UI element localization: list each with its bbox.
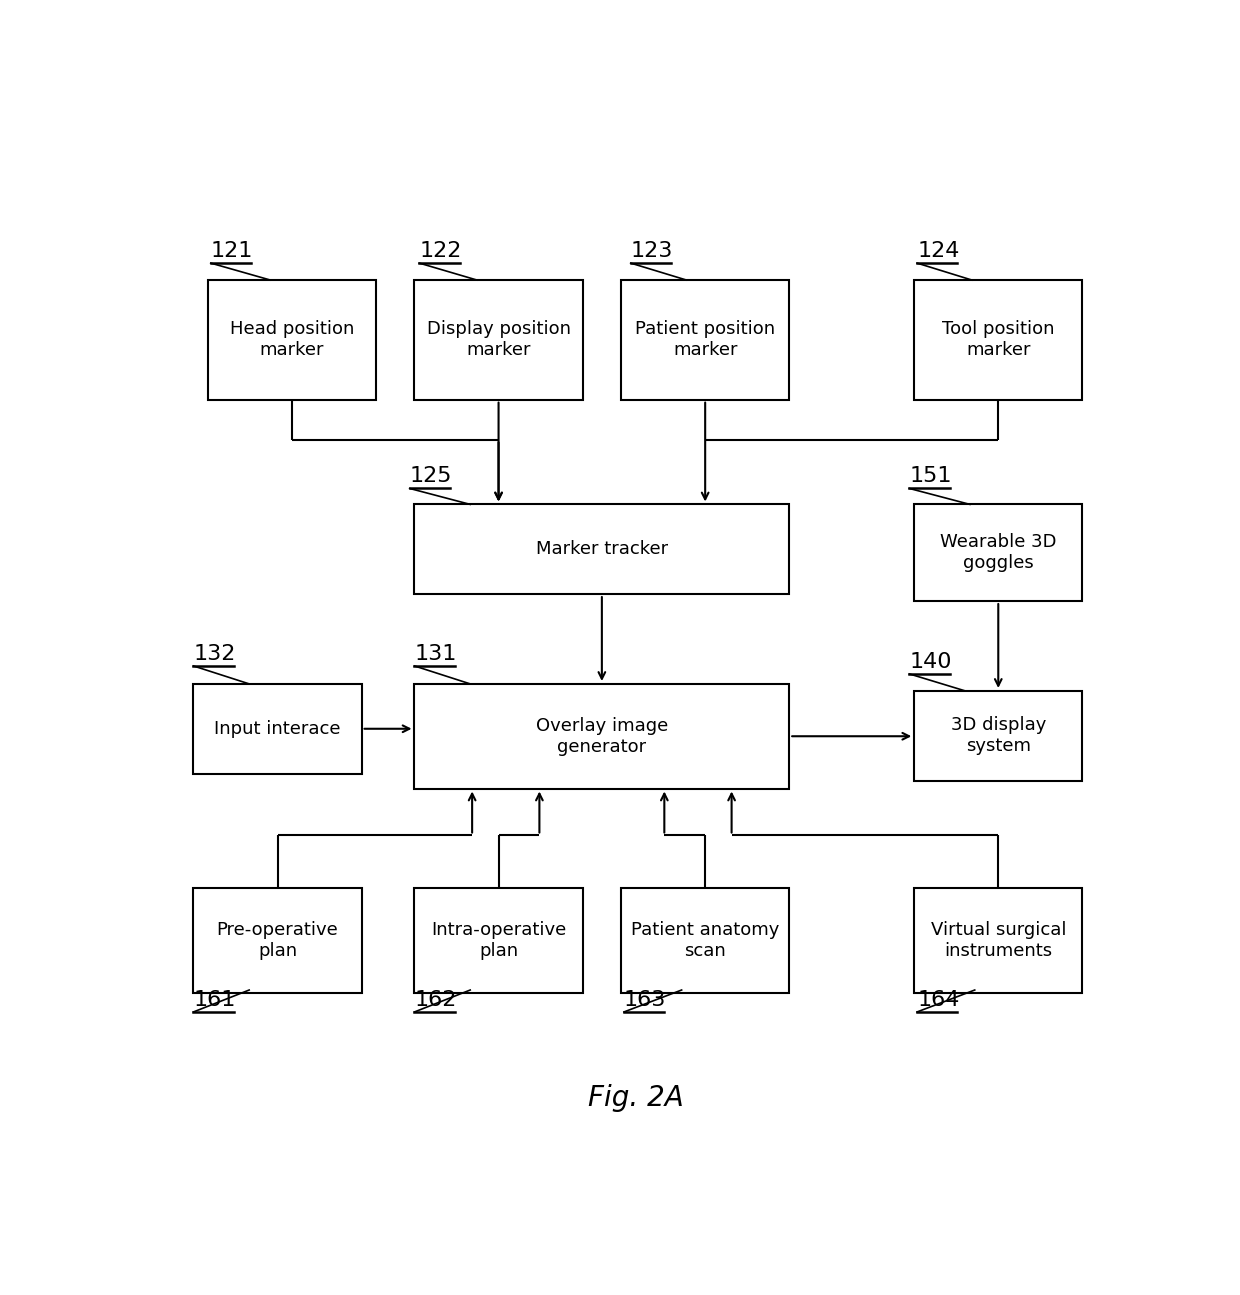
Text: Patient position
marker: Patient position marker <box>635 320 775 359</box>
FancyBboxPatch shape <box>193 684 362 773</box>
Text: 123: 123 <box>631 241 673 262</box>
Text: 122: 122 <box>419 241 461 262</box>
FancyBboxPatch shape <box>414 280 583 400</box>
FancyBboxPatch shape <box>414 505 789 594</box>
FancyBboxPatch shape <box>193 888 362 993</box>
Text: 131: 131 <box>414 644 456 664</box>
Text: Pre-operative
plan: Pre-operative plan <box>217 921 339 960</box>
Text: Display position
marker: Display position marker <box>427 320 570 359</box>
Text: Patient anatomy
scan: Patient anatomy scan <box>631 921 780 960</box>
FancyBboxPatch shape <box>414 888 583 993</box>
Text: 124: 124 <box>918 241 960 262</box>
FancyBboxPatch shape <box>914 505 1083 601</box>
Text: Overlay image
generator: Overlay image generator <box>536 717 668 756</box>
Text: 3D display
system: 3D display system <box>951 716 1047 755</box>
Text: 140: 140 <box>909 651 952 672</box>
FancyBboxPatch shape <box>914 690 1083 781</box>
Text: 121: 121 <box>211 241 253 262</box>
Text: 151: 151 <box>909 466 952 487</box>
FancyBboxPatch shape <box>621 280 789 400</box>
Text: 164: 164 <box>918 989 960 1010</box>
Text: 162: 162 <box>414 989 456 1010</box>
Text: 125: 125 <box>409 466 453 487</box>
Text: Wearable 3D
goggles: Wearable 3D goggles <box>940 534 1056 572</box>
Text: Intra-operative
plan: Intra-operative plan <box>432 921 567 960</box>
Text: 132: 132 <box>193 644 236 664</box>
Text: Head position
marker: Head position marker <box>229 320 355 359</box>
FancyBboxPatch shape <box>621 888 789 993</box>
FancyBboxPatch shape <box>208 280 376 400</box>
FancyBboxPatch shape <box>914 280 1083 400</box>
Text: Input interace: Input interace <box>215 720 341 738</box>
Text: Fig. 2A: Fig. 2A <box>588 1084 683 1111</box>
FancyBboxPatch shape <box>914 888 1083 993</box>
Text: Virtual surgical
instruments: Virtual surgical instruments <box>930 921 1066 960</box>
Text: Marker tracker: Marker tracker <box>536 540 668 558</box>
Text: 161: 161 <box>193 989 236 1010</box>
FancyBboxPatch shape <box>414 684 789 789</box>
Text: Tool position
marker: Tool position marker <box>942 320 1054 359</box>
Text: 163: 163 <box>624 989 666 1010</box>
